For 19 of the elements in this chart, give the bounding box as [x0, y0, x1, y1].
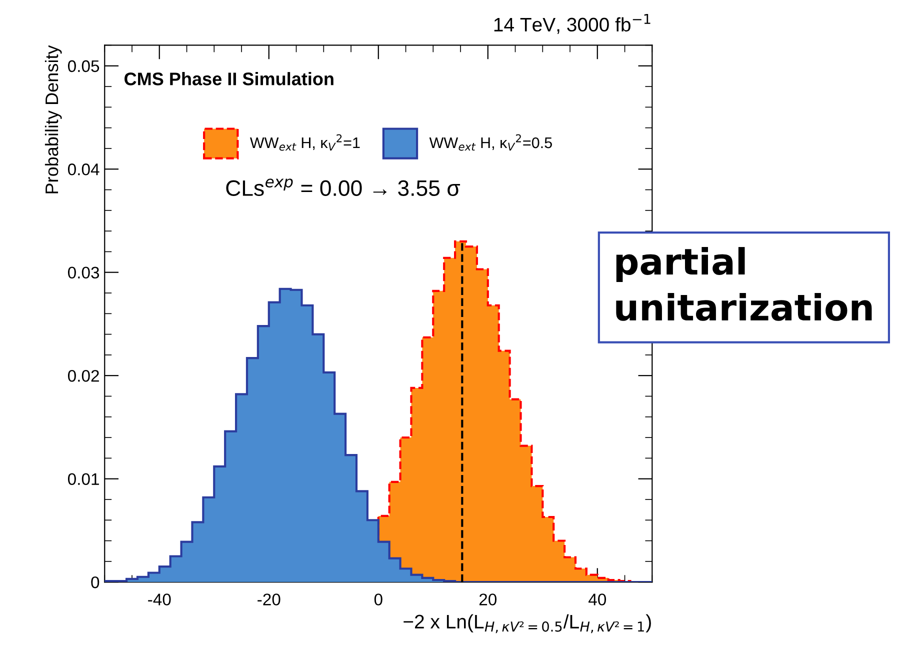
y-tick-label: 0.03 [68, 266, 100, 279]
annotation: CLs$^{exp}$ = 0.00 → 3.55 σ [226, 178, 460, 196]
x-axis-title: −2 x Ln(L$_{H,κV²=0.5}$/L$_{H,κV²=1}$) [404, 614, 651, 634]
y-tick-label: 0.02 [68, 370, 99, 382]
x-tick-label: -20 [258, 594, 280, 606]
y-tick-label: 0.01 [68, 473, 99, 486]
y-tick-label: 0.05 [68, 60, 100, 72]
x-tick-label: -40 [148, 594, 171, 606]
text: CMS Phase II Simulation [124, 72, 334, 86]
y-tick-label: 0.04 [68, 164, 100, 176]
chart-subtitle: 14 TeV, 3000 fb$^{−1}$ [494, 14, 650, 34]
annotation: partial unitarization [616, 247, 872, 321]
x-tick-label: 0 [374, 594, 382, 606]
y-axis-title: Probability Density [44, 45, 62, 194]
legend-label: WW$_{ext}$ H, κ$_{V}$$^{2}$=1 [250, 134, 360, 151]
x-tick-label: 40 [588, 594, 606, 606]
legend-label: WW$_{ext}$ H, κ$_{V}$$^{2}$=0.5 [429, 134, 552, 151]
x-tick-label: 20 [479, 594, 497, 606]
y-tick-label: 0 [91, 576, 100, 588]
